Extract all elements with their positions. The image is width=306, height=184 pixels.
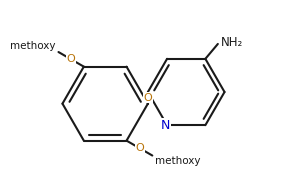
Text: methoxy: methoxy — [10, 41, 55, 51]
Text: methoxy: methoxy — [155, 156, 200, 166]
Text: O: O — [144, 93, 152, 103]
Text: NH₂: NH₂ — [221, 36, 243, 49]
Text: N: N — [161, 119, 170, 132]
Text: O: O — [136, 143, 144, 153]
Text: O: O — [66, 54, 75, 64]
